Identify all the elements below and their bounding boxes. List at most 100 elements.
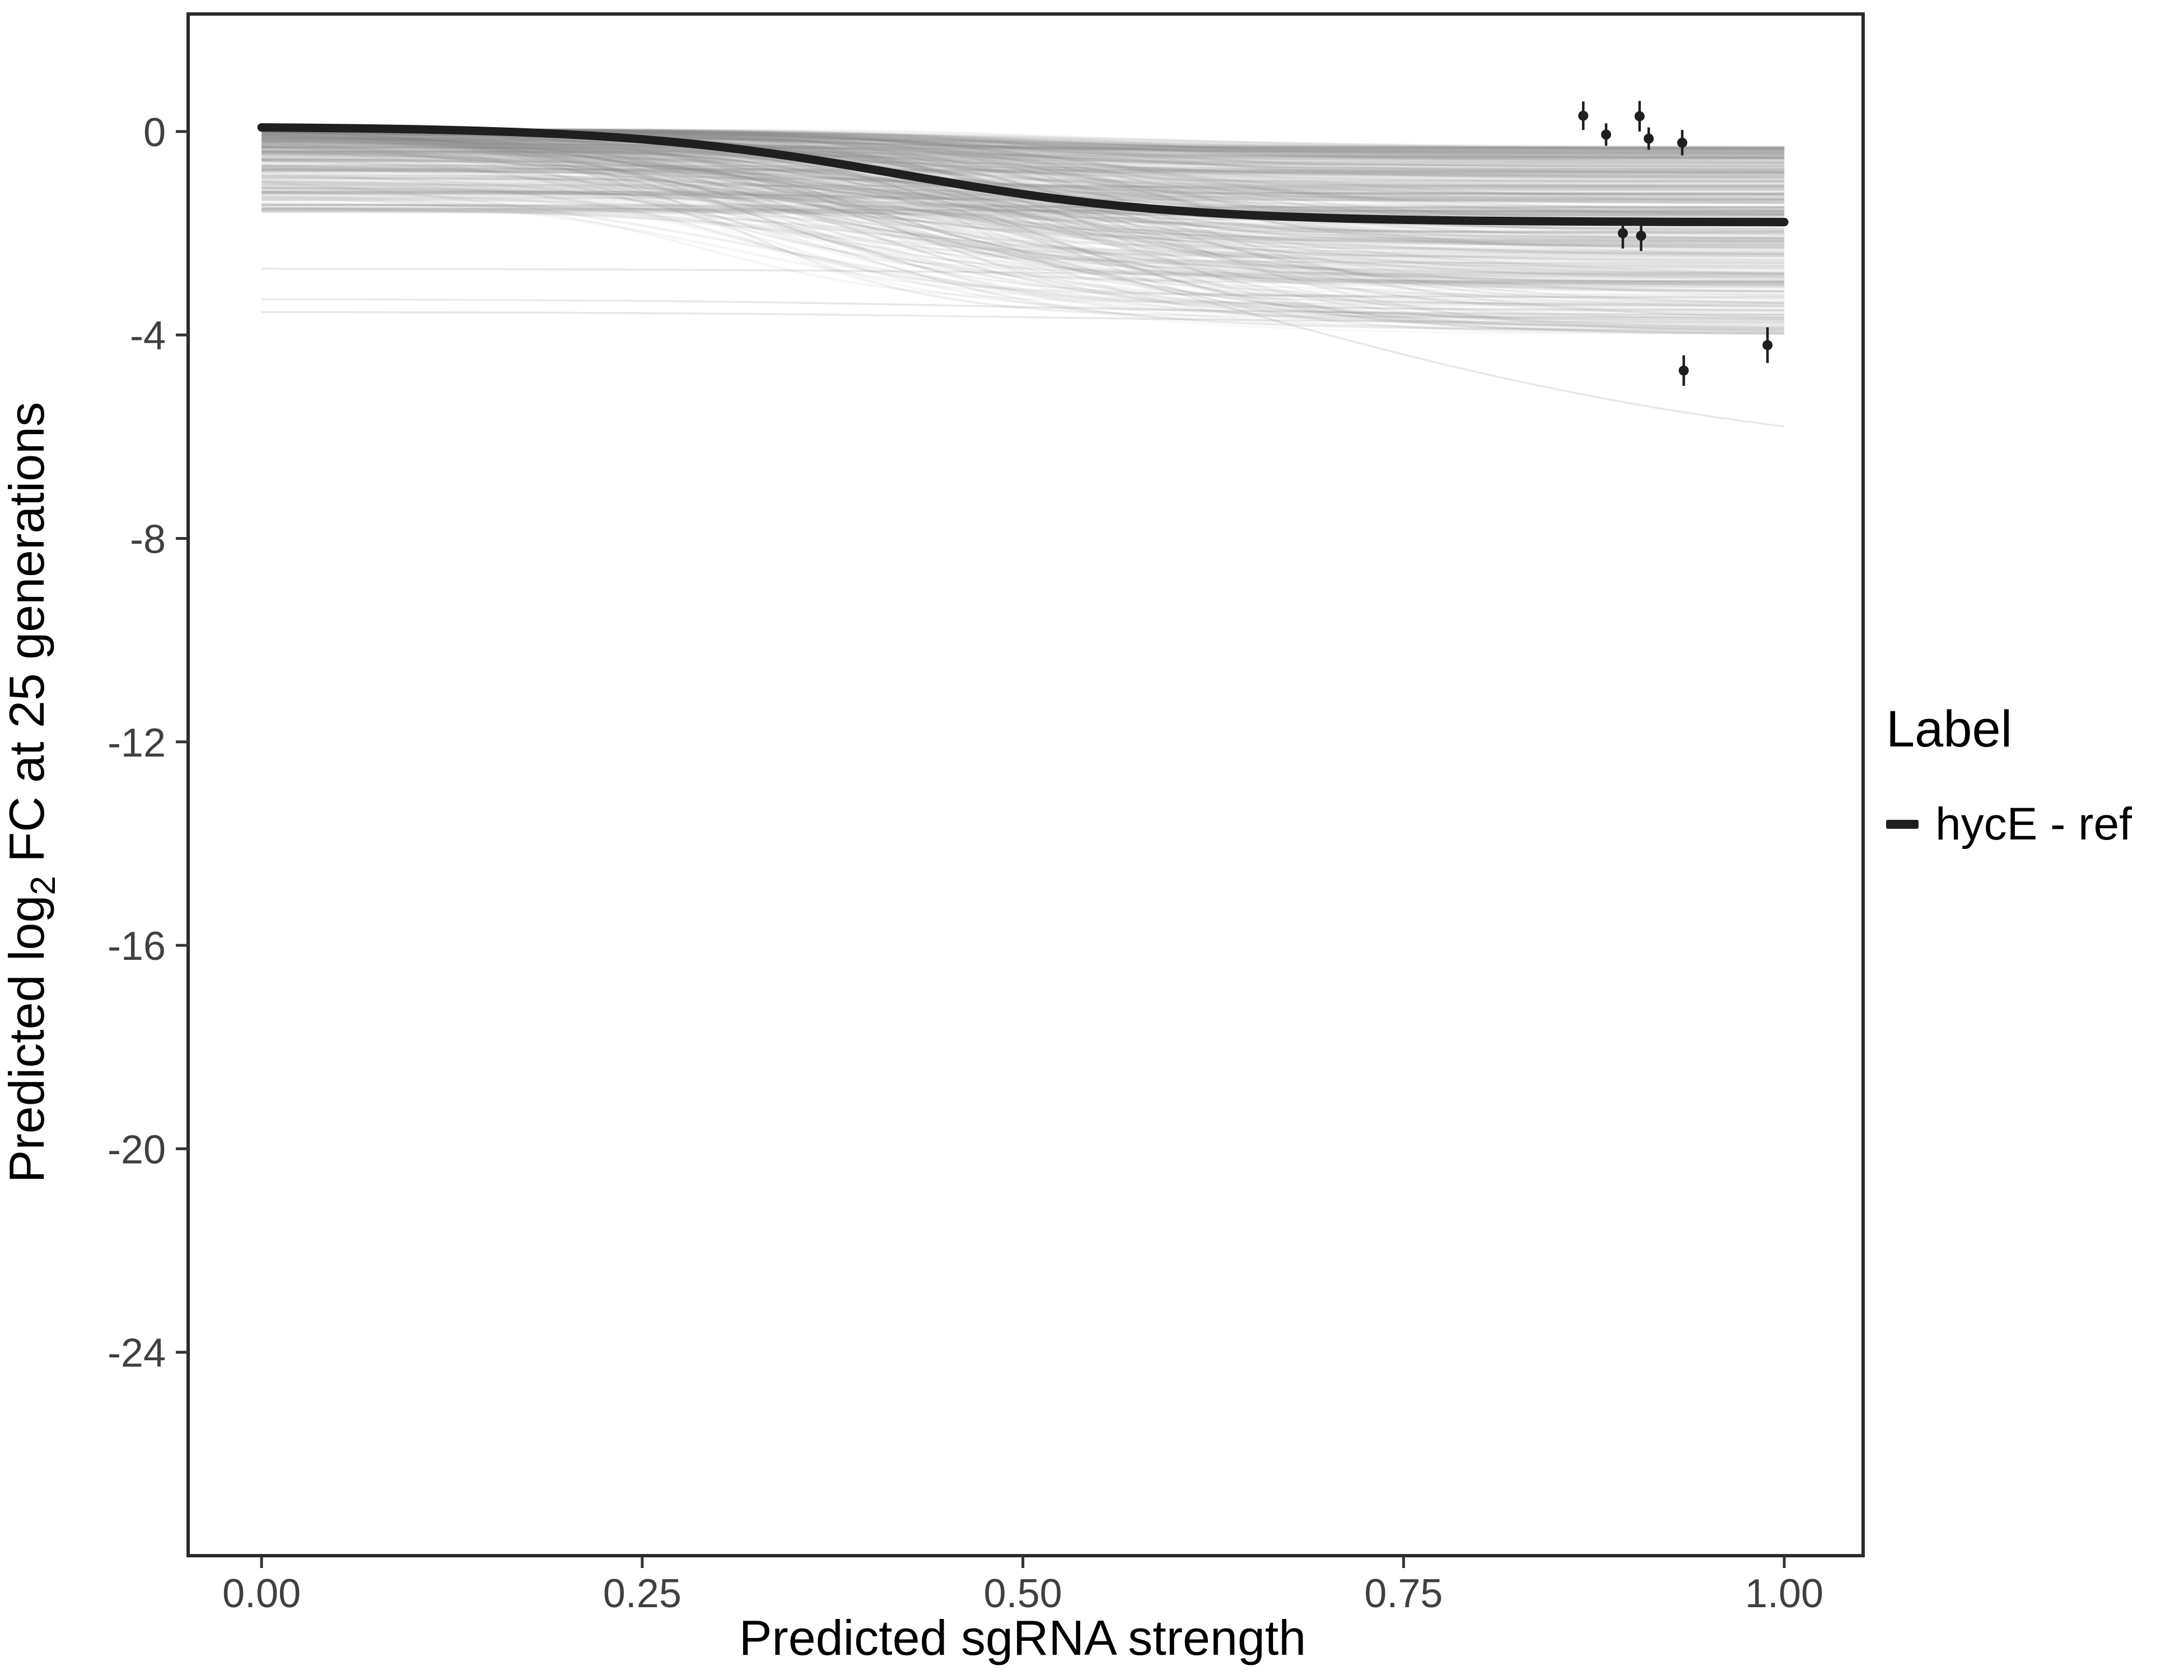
background-curve: [262, 186, 1785, 307]
background-curve: [262, 164, 1785, 201]
background-curve: [262, 146, 1785, 152]
background-curve: [262, 158, 1785, 253]
background-curve: [262, 136, 1785, 335]
background-curve: [262, 129, 1785, 216]
background-curve: [262, 153, 1785, 202]
background-outlier-curve: [262, 311, 1785, 324]
background-curve: [262, 160, 1785, 242]
data-point: [1644, 133, 1654, 144]
background-curve: [262, 143, 1785, 283]
x-tick-label: 1.00: [1745, 1571, 1823, 1616]
x-axis-label: Predicted sgRNA strength: [739, 1610, 1306, 1665]
background-curve: [262, 146, 1785, 161]
background-curve: [262, 193, 1785, 208]
background-curve: [262, 155, 1785, 188]
data-point: [1617, 228, 1628, 239]
background-curve: [262, 133, 1785, 284]
background-curve: [262, 177, 1785, 266]
background-curve: [262, 137, 1785, 213]
background-curve: [262, 175, 1785, 331]
background-curve: [262, 145, 1785, 255]
data-point: [1578, 110, 1589, 121]
background-curve: [262, 206, 1785, 211]
background-curve: [262, 128, 1785, 288]
background-curve: [262, 150, 1785, 155]
background-curve: [262, 204, 1785, 302]
background-curve: [262, 134, 1785, 335]
background-curve: [262, 152, 1785, 308]
background-curve: [262, 144, 1785, 216]
background-curve: [262, 153, 1785, 191]
background-curve: [262, 153, 1785, 158]
background-curve: [262, 139, 1785, 253]
background-curve: [262, 139, 1785, 204]
background-curve: [262, 157, 1785, 295]
background-curve: [262, 138, 1785, 156]
background-curve: [262, 135, 1785, 299]
background-curve: [262, 199, 1785, 229]
background-curve: [262, 146, 1785, 153]
y-tick-label: 0: [143, 110, 166, 155]
background-curve: [262, 182, 1785, 297]
background-curve: [262, 178, 1785, 184]
plot-panel-border: [186, 12, 1865, 1557]
background-curve: [262, 169, 1785, 196]
background-curve: [262, 159, 1785, 164]
background-curve: [262, 146, 1785, 151]
background-curve: [262, 186, 1785, 191]
background-curve: [262, 137, 1785, 177]
background-curve: [262, 207, 1785, 212]
background-curve: [262, 138, 1785, 178]
background-curve: [262, 205, 1785, 256]
background-curve: [262, 199, 1785, 305]
background-curve: [262, 167, 1785, 331]
background-curve: [262, 146, 1785, 283]
background-curve: [262, 132, 1785, 275]
background-curve: [262, 151, 1785, 249]
background-curve: [262, 143, 1785, 150]
background-curve: [262, 146, 1785, 195]
background-curve: [262, 208, 1785, 330]
background-curve: [262, 192, 1785, 241]
background-curve: [262, 170, 1785, 176]
background-curve: [262, 151, 1785, 279]
legend-line-swatch: [1886, 820, 1919, 829]
background-curve: [262, 138, 1785, 234]
background-curve: [262, 158, 1785, 258]
background-curve: [262, 128, 1785, 283]
background-curve: [262, 156, 1785, 166]
background-curve: [262, 150, 1785, 196]
background-curve: [262, 151, 1785, 157]
background-curve: [262, 130, 1785, 309]
background-curve: [262, 144, 1785, 265]
background-curve: [262, 208, 1785, 213]
x-tick-label: 0.00: [222, 1571, 301, 1616]
background-curve: [262, 174, 1785, 204]
background-curve: [262, 170, 1785, 290]
background-curve: [262, 129, 1785, 311]
background-curve: [261, 141, 1785, 321]
background-curve: [262, 129, 1785, 326]
background-curve: [262, 134, 1785, 236]
background-curve: [262, 128, 1785, 320]
background-curve: [262, 154, 1785, 160]
background-curve: [262, 142, 1785, 178]
background-curve: [262, 128, 1785, 249]
background-curve: [262, 191, 1785, 251]
background-curve: [262, 129, 1785, 281]
background-curve: [262, 211, 1785, 249]
background-curve: [262, 163, 1785, 293]
background-curve: [262, 130, 1785, 171]
background-curve: [261, 147, 1785, 333]
background-curve: [262, 130, 1785, 243]
background-curve: [262, 139, 1785, 292]
background-curve: [262, 135, 1785, 194]
y-axis-label-post: FC at 25 generations: [0, 402, 54, 876]
background-curve: [262, 180, 1785, 293]
background-curve: [262, 136, 1785, 284]
background-curve: [262, 136, 1785, 156]
background-curve: [262, 183, 1785, 189]
data-point: [1677, 137, 1687, 148]
background-curve: [262, 128, 1785, 282]
